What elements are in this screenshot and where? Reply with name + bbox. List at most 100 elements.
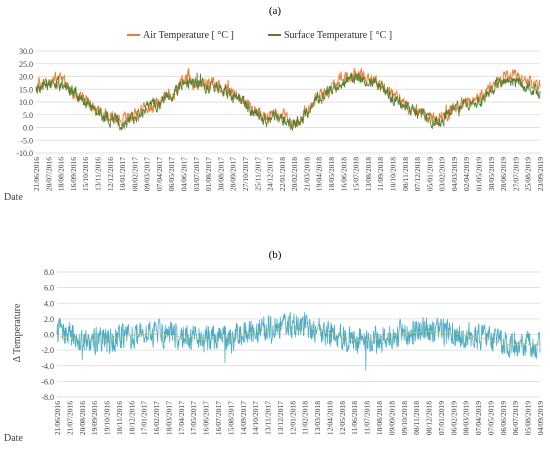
y-tick-label: 5.0	[23, 111, 33, 120]
x-tick-label: 27/07/2019	[511, 157, 520, 191]
panel-a-y-ticks: 30.0 25.0 20.0 15.0 10.0 5.0 0.0 -5.0 -10.0	[16, 47, 33, 158]
x-tick-label: 21/07/2016	[65, 401, 74, 435]
panel-a-legend: Air Temperature [ °C ] Surface Temperatu…	[127, 30, 392, 41]
x-tick-label: 10/01/2017	[118, 157, 127, 191]
y-tick-label: 15.0	[19, 85, 33, 94]
x-tick-label: 21/03/2018	[302, 157, 311, 191]
x-tick-label: 13/03/2018	[313, 401, 322, 435]
x-tick-label: 07/04/2019	[474, 401, 483, 435]
panel-b-label: (b)	[269, 249, 282, 261]
x-tick-label: 14/10/2017	[251, 401, 260, 435]
y-tick-label: 30.0	[19, 47, 33, 56]
x-tick-label: 16/06/2017	[202, 401, 211, 435]
y-tick-label: 10.0	[19, 98, 33, 107]
x-tick-label: 27/10/2017	[241, 157, 250, 191]
x-tick-label: 13/11/2016	[93, 157, 102, 191]
x-tick-label: 07/04/2017	[155, 157, 164, 191]
x-tick-label: 16/07/2017	[214, 401, 223, 435]
x-tick-label: 06/06/2019	[499, 401, 508, 435]
panel-a-x-ticks: 21/06/2016 20/07/2016 18/08/2016 16/09/2016…	[32, 157, 545, 191]
y-tick-label: 8.0	[44, 268, 54, 277]
x-tick-label: 17/01/2017	[140, 401, 149, 435]
x-tick-label: 28/06/2019	[499, 157, 508, 191]
panel-b-y-ticks: 8.0 6.0 4.0 2.0 0.0 -2.0 -4.0 -6.0 -8.0	[41, 268, 54, 402]
x-tick-label: 03/02/2019	[438, 157, 447, 191]
x-tick-label: 21/06/2016	[32, 157, 41, 191]
x-tick-label: 05/08/2019	[524, 401, 533, 435]
y-tick-label: -8.0	[41, 393, 54, 402]
x-tick-label: 08/11/2018	[401, 157, 410, 191]
x-tick-label: 24/12/2017	[266, 157, 275, 191]
series-line-1	[56, 311, 541, 371]
x-tick-label: 23/09/2019	[536, 157, 545, 191]
x-tick-label: 20/08/2016	[78, 401, 87, 435]
x-tick-label: 15/07/2018	[352, 157, 361, 191]
x-tick-label: 02/04/2019	[462, 157, 471, 191]
panel-a-series	[35, 67, 541, 132]
x-tick-label: 13/12/2017	[276, 401, 285, 435]
y-tick-label: 6.0	[44, 284, 54, 293]
y-tick-label: -2.0	[41, 346, 54, 355]
x-tick-label: 04/06/2017	[180, 157, 189, 191]
x-tick-label: 21/06/2016	[53, 401, 62, 435]
y-tick-label: 20.0	[19, 73, 33, 82]
x-tick-label: 13/11/2017	[264, 401, 273, 435]
x-tick-label: 06/02/2019	[449, 401, 458, 435]
y-tick-label: -4.0	[41, 362, 54, 371]
x-tick-label: 09/10/2018	[400, 401, 409, 435]
x-tick-label: 11/09/2018	[376, 157, 385, 191]
series-line-2	[56, 326, 541, 346]
x-tick-label: 18/03/2017	[164, 401, 173, 435]
x-tick-label: 16/02/2017	[152, 401, 161, 435]
y-tick-label: 0.0	[23, 124, 33, 133]
panel-a-label: (a)	[269, 5, 282, 17]
x-tick-label: 16/09/2016	[69, 157, 78, 191]
x-tick-label: 11/07/2018	[363, 401, 372, 435]
x-tick-label: 15/10/2016	[81, 157, 90, 191]
x-tick-label: 12/04/2018	[325, 401, 334, 435]
x-tick-label: 10/08/2018	[375, 401, 384, 435]
x-tick-label: 08/12/2018	[425, 401, 434, 435]
x-tick-label: 12/12/2016	[106, 157, 115, 191]
x-tick-label: 28/09/2017	[229, 157, 238, 191]
x-tick-label: 08/11/2018	[412, 401, 421, 435]
x-tick-label: 11/02/2018	[301, 401, 310, 435]
x-tick-label: 20/07/2016	[44, 157, 53, 191]
x-tick-label: 17/05/2017	[189, 401, 198, 435]
x-tick-label: 07/01/2019	[437, 401, 446, 435]
x-tick-label: 04/03/2019	[450, 157, 459, 191]
y-tick-label: 0.0	[44, 331, 54, 340]
x-tick-label: 22/01/2018	[278, 157, 287, 191]
x-tick-label: 17/04/2017	[177, 401, 186, 435]
panel-b-x-ticks: 21/06/2016 21/07/2016 20/08/2016 19/09/2016…	[53, 401, 545, 435]
y-tick-label: 25.0	[19, 60, 33, 69]
x-tick-label: 09/03/2017	[143, 157, 152, 191]
panel-a-temperature-chart: (a) Air Temperature [ °C ] Surface Tempe…	[4, 5, 545, 203]
y-tick-label: -6.0	[41, 377, 54, 386]
x-tick-label: 06/05/2017	[167, 157, 176, 191]
x-tick-label: 07/05/2019	[486, 401, 495, 435]
x-tick-label: 25/11/2017	[253, 157, 262, 191]
x-tick-label: 19/09/2016	[90, 401, 99, 435]
series-line-2	[35, 72, 541, 132]
y-tick-label: -5.0	[20, 136, 33, 145]
x-tick-label: 15/08/2017	[226, 401, 235, 435]
y-tick-label: 2.0	[44, 315, 54, 324]
x-tick-label: 30/05/2019	[487, 157, 496, 191]
y-tick-label: -10.0	[16, 149, 33, 158]
x-tick-label: 20/02/2018	[290, 157, 299, 191]
legend-air-label: Air Temperature [ °C ]	[143, 30, 234, 41]
x-tick-label: 05/01/2019	[425, 157, 434, 191]
panel-b-y-axis-title: Δ Temperature	[12, 303, 23, 362]
x-tick-label: 03/07/2017	[192, 157, 201, 191]
panel-a-gridlines	[36, 50, 540, 154]
x-tick-label: 08/03/2019	[462, 401, 471, 435]
panel-b-delta-chart: (b) 8.0 6.0 4.0 2.0 0.0 -2.0 -4.0 -6.0 -8.0 21/0…	[4, 249, 545, 444]
panel-b-series	[56, 311, 541, 371]
x-tick-label: 12/01/2018	[288, 401, 297, 435]
x-tick-label: 18/08/2016	[57, 157, 66, 191]
x-tick-label: 19/04/2018	[315, 157, 324, 191]
x-tick-label: 18/05/2018	[327, 157, 336, 191]
x-tick-label: 18/11/2016	[115, 401, 124, 435]
